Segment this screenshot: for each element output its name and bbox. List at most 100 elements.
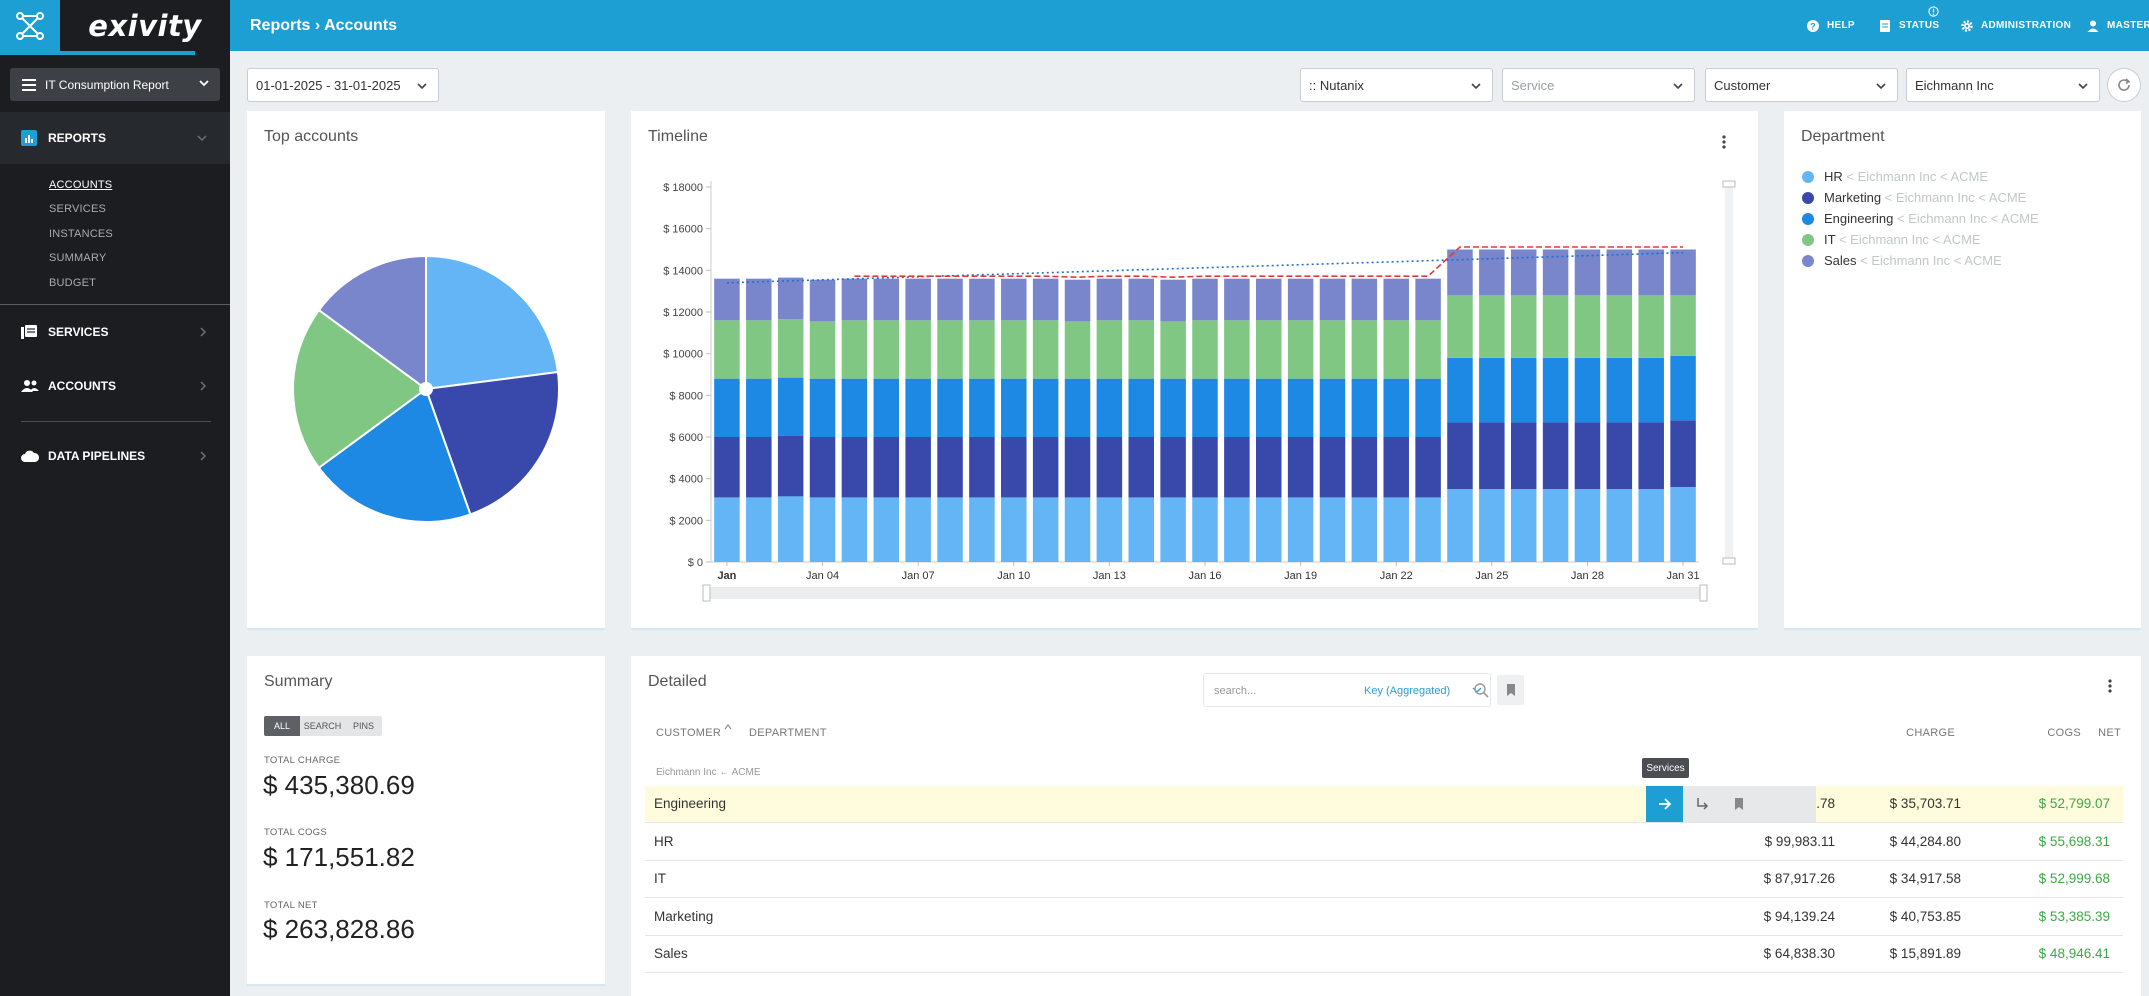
search-input[interactable]: search...	[1214, 685, 1257, 697]
legend-item[interactable]: Engineering < Eichmann Inc < ACME	[1802, 211, 2039, 226]
search-icon[interactable]	[1474, 683, 1489, 698]
horizontal-range-handle[interactable]	[702, 584, 711, 602]
help-link[interactable]: ? HELP	[1806, 0, 1855, 51]
bar-segment-marketing[interactable]	[1128, 437, 1155, 498]
bar-segment-sales[interactable]	[1510, 249, 1537, 296]
bar-segment-hr[interactable]	[1287, 497, 1314, 562]
sidebar-item-services[interactable]: SERVICES	[0, 312, 230, 352]
bar-segment-hr[interactable]	[1542, 489, 1569, 562]
vertical-range-handle[interactable]	[1722, 180, 1736, 188]
bar-segment-it[interactable]	[1287, 320, 1314, 379]
bar-segment-hr[interactable]	[969, 497, 995, 562]
bar-segment-marketing[interactable]	[809, 437, 836, 498]
bar-segment-it[interactable]	[1479, 295, 1505, 358]
bar-segment-sales[interactable]	[1128, 278, 1155, 321]
bar-segment-sales[interactable]	[1638, 249, 1664, 296]
bar-segment-hr[interactable]	[1128, 497, 1155, 562]
bar-segment-sales[interactable]	[969, 278, 995, 321]
bar-segment-marketing[interactable]	[1287, 437, 1314, 498]
bar-segment-hr[interactable]	[1670, 487, 1696, 562]
table-row[interactable]: Sales $ 64,838.30 $ 15,891.89 $ 48,946.41	[645, 936, 2123, 973]
bar-segment-engineering[interactable]	[809, 378, 836, 437]
bar-segment-it[interactable]	[777, 319, 804, 378]
bar-segment-engineering[interactable]	[841, 378, 868, 437]
bar-segment-it[interactable]	[905, 320, 931, 379]
bar-segment-marketing[interactable]	[873, 437, 900, 498]
bar-segment-hr[interactable]	[841, 497, 868, 562]
bar-segment-sales[interactable]	[1096, 278, 1123, 321]
bar-segment-sales[interactable]	[1447, 249, 1473, 296]
bar-segment-sales[interactable]	[1160, 279, 1186, 322]
bar-segment-marketing[interactable]	[905, 437, 931, 498]
bar-segment-marketing[interactable]	[1351, 437, 1378, 498]
bar-segment-engineering[interactable]	[1415, 378, 1441, 437]
bar-segment-engineering[interactable]	[1001, 378, 1027, 437]
bar-segment-hr[interactable]	[1096, 497, 1123, 562]
bar-segment-marketing[interactable]	[841, 437, 868, 498]
bar-segment-hr[interactable]	[1415, 497, 1441, 562]
bar-segment-sales[interactable]	[809, 279, 836, 322]
bar-segment-engineering[interactable]	[969, 378, 995, 437]
bar-segment-it[interactable]	[1351, 320, 1378, 379]
bar-segment-hr[interactable]	[1319, 497, 1346, 562]
bar-segment-it[interactable]	[1192, 320, 1218, 379]
user-menu[interactable]: MASTER	[2086, 0, 2149, 51]
bar-segment-engineering[interactable]	[1096, 378, 1123, 437]
bar-segment-it[interactable]	[1447, 295, 1473, 358]
provider-select[interactable]: :: Nutanix	[1300, 68, 1493, 102]
bar-segment-engineering[interactable]	[1160, 378, 1186, 437]
bar-segment-marketing[interactable]	[714, 437, 740, 498]
brand-name[interactable]: exivity	[60, 0, 230, 51]
bar-segment-it[interactable]	[809, 321, 836, 379]
bar-segment-sales[interactable]	[1319, 278, 1346, 321]
bar-segment-hr[interactable]	[1479, 489, 1505, 562]
bar-segment-hr[interactable]	[937, 497, 963, 562]
account-select[interactable]: Eichmann Inc	[1906, 68, 2100, 102]
sidebar-subitem-services[interactable]: SERVICES	[49, 203, 107, 215]
bar-segment-engineering[interactable]	[1638, 357, 1664, 423]
bar-segment-marketing[interactable]	[1160, 437, 1186, 498]
bar-segment-sales[interactable]	[905, 278, 931, 321]
bar-segment-sales[interactable]	[746, 278, 772, 321]
bar-segment-marketing[interactable]	[1574, 422, 1601, 490]
bar-segment-marketing[interactable]	[1479, 422, 1505, 490]
bar-segment-it[interactable]	[841, 320, 868, 379]
timeline-menu-icon[interactable]	[1721, 134, 1727, 150]
bar-segment-it[interactable]	[1224, 320, 1250, 379]
bar-segment-marketing[interactable]	[1255, 437, 1282, 498]
bar-segment-sales[interactable]	[1351, 278, 1378, 321]
bar-segment-it[interactable]	[1510, 295, 1537, 358]
bar-segment-sales[interactable]	[1383, 278, 1409, 321]
bar-segment-marketing[interactable]	[1001, 437, 1027, 498]
bar-segment-marketing[interactable]	[1606, 422, 1633, 490]
bar-segment-marketing[interactable]	[1096, 437, 1123, 498]
summary-tab-search[interactable]: SEARCH	[300, 716, 345, 736]
bar-segment-it[interactable]	[1638, 295, 1664, 358]
bar-segment-engineering[interactable]	[1479, 357, 1505, 423]
table-row[interactable]: IT $ 87,917.26 $ 34,917.58 $ 52,999.68	[645, 861, 2123, 898]
level-select[interactable]: Customer	[1705, 68, 1898, 102]
bar-segment-marketing[interactable]	[1192, 437, 1218, 498]
bar-segment-sales[interactable]	[1255, 278, 1282, 321]
bar-segment-it[interactable]	[714, 320, 740, 379]
administration-link[interactable]: ADMINISTRATION	[1960, 0, 2071, 51]
bar-segment-hr[interactable]	[1574, 489, 1601, 562]
pie-slice-sales[interactable]	[317, 254, 427, 391]
bar-segment-marketing[interactable]	[969, 437, 995, 498]
bar-segment-engineering[interactable]	[1287, 378, 1314, 437]
drilldown-services-button[interactable]	[1646, 786, 1683, 822]
bar-segment-sales[interactable]	[1287, 278, 1314, 321]
date-range-select[interactable]: 01-01-2025 - 31-01-2025	[247, 68, 439, 102]
status-link[interactable]: STATUS	[1878, 0, 1939, 51]
bar-segment-engineering[interactable]	[1510, 357, 1537, 423]
bar-segment-marketing[interactable]	[937, 437, 963, 498]
bar-segment-sales[interactable]	[1415, 278, 1441, 321]
bar-segment-hr[interactable]	[1606, 489, 1633, 562]
bar-segment-hr[interactable]	[1224, 497, 1250, 562]
table-row[interactable]: Engineering$ 88,502.78$ 35,703.71$ 52,79…	[645, 786, 2123, 823]
bar-segment-marketing[interactable]	[1032, 437, 1059, 498]
sidebar-subitem-summary[interactable]: SUMMARY	[49, 252, 107, 264]
bar-segment-it[interactable]	[1064, 321, 1091, 379]
bar-segment-marketing[interactable]	[777, 435, 804, 497]
bar-segment-engineering[interactable]	[937, 378, 963, 437]
